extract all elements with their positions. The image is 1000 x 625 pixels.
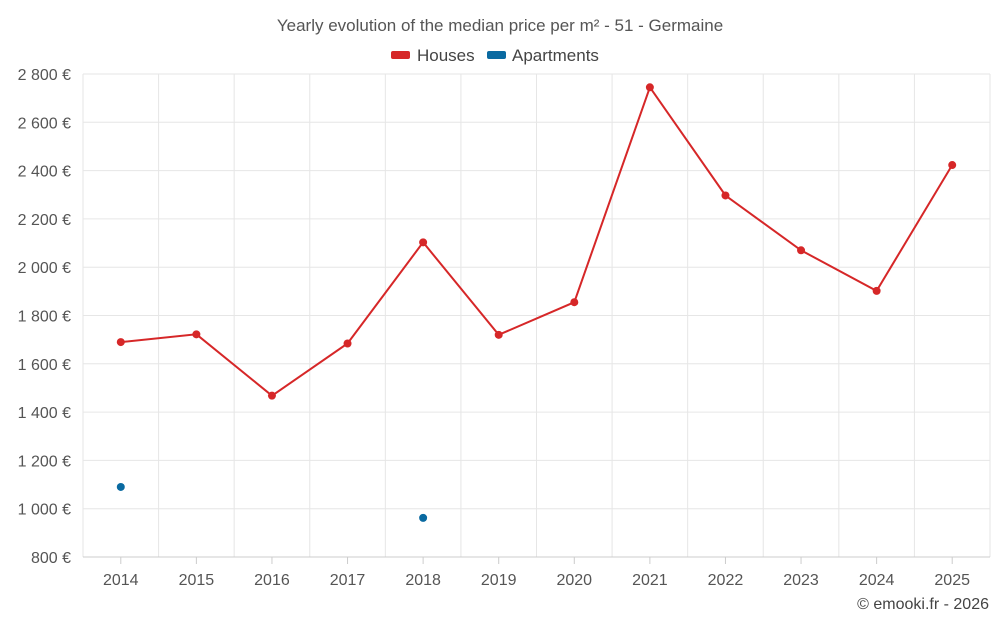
data-point-houses[interactable]: [797, 246, 806, 255]
y-tick-label: 1 800 €: [18, 309, 71, 326]
data-point-houses[interactable]: [116, 338, 125, 347]
data-point-houses[interactable]: [192, 330, 201, 339]
x-tick-label: 2022: [708, 572, 744, 589]
y-axis: 800 € 1 000 € 1 200 € 1 400 € 1 600 € 1 800 €…: [18, 67, 71, 567]
legend-item-houses[interactable]: Houses: [391, 46, 475, 65]
x-axis: 2014 2015 2016 2017 2018 2019 2020 2021 2022 2023…: [83, 556, 990, 589]
data-point-houses[interactable]: [645, 83, 654, 92]
data-point-apartments[interactable]: [419, 513, 428, 522]
x-tick-label: 2025: [934, 572, 970, 589]
chart-title: Yearly evolution of the median price per…: [277, 16, 723, 35]
legend-swatch-houses: [391, 51, 410, 59]
series-line-houses: [120, 85, 954, 397]
y-tick-label: 2 200 €: [18, 212, 71, 229]
x-tick-label: 2024: [859, 572, 895, 589]
data-point-houses[interactable]: [494, 330, 503, 339]
y-tick-label: 2 600 €: [18, 115, 71, 132]
x-tick-label: 2015: [179, 572, 215, 589]
y-tick-label: 2 400 €: [18, 164, 71, 181]
credit-text: © emooki.fr - 2026: [857, 596, 989, 613]
series: [116, 83, 957, 522]
legend-label-apartments: Apartments: [512, 46, 599, 65]
x-tick-label: 2019: [481, 572, 517, 589]
x-tick-label: 2017: [330, 572, 366, 589]
data-point-houses[interactable]: [267, 391, 276, 400]
data-point-apartments[interactable]: [116, 482, 125, 491]
y-tick-label: 1 000 €: [18, 502, 71, 519]
y-tick-label: 800 €: [31, 550, 71, 567]
legend-swatch-apartments: [487, 51, 506, 59]
x-tick-label: 2014: [103, 572, 139, 589]
y-tick-label: 1 600 €: [18, 357, 71, 374]
legend-item-apartments[interactable]: Apartments: [487, 46, 599, 65]
x-tick-label: 2023: [783, 572, 819, 589]
y-tick-label: 1 400 €: [18, 405, 71, 422]
y-tick-label: 2 800 €: [18, 67, 71, 84]
gridlines: [82, 73, 991, 557]
data-point-houses[interactable]: [948, 161, 957, 170]
x-tick-label: 2020: [556, 572, 592, 589]
y-tick-label: 1 200 €: [18, 453, 71, 470]
data-point-houses[interactable]: [570, 298, 579, 307]
x-tick-label: 2016: [254, 572, 290, 589]
x-tick-label: 2021: [632, 572, 668, 589]
legend: Houses Apartments: [391, 46, 599, 65]
data-point-houses[interactable]: [721, 191, 730, 200]
x-tick-label: 2018: [405, 572, 441, 589]
y-tick-label: 2 000 €: [18, 260, 71, 277]
data-point-houses[interactable]: [419, 238, 428, 247]
data-point-houses[interactable]: [343, 339, 352, 348]
data-point-houses[interactable]: [872, 286, 881, 295]
legend-label-houses: Houses: [417, 46, 475, 65]
